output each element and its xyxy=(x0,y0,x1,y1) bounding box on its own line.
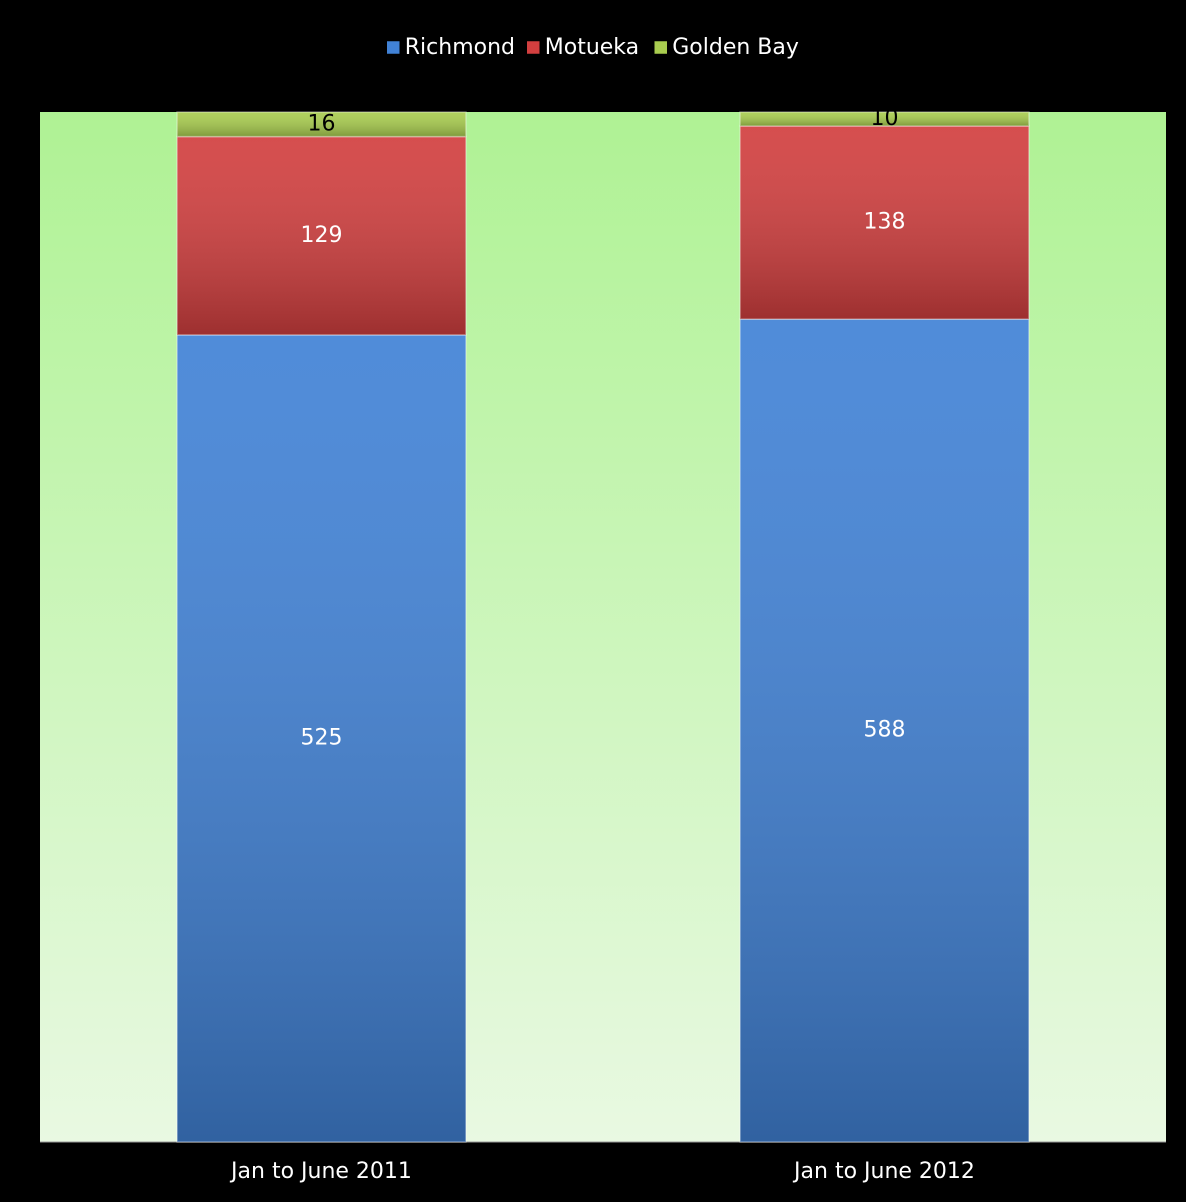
data-label: 588 xyxy=(864,718,906,743)
data-label: 16 xyxy=(308,111,336,136)
bar-shading xyxy=(739,318,1030,1143)
legend-swatch xyxy=(654,40,668,55)
x-tick-label: Jan to June 2011 xyxy=(229,1159,412,1184)
data-label: 129 xyxy=(301,223,343,248)
legend-label: Golden Bay xyxy=(672,35,799,60)
bar-shading xyxy=(176,135,467,336)
data-label: 138 xyxy=(864,210,906,235)
data-label: 525 xyxy=(301,725,343,750)
legend-swatch xyxy=(386,40,400,55)
x-tick-label: Jan to June 2012 xyxy=(792,1159,975,1184)
legend-label: Richmond xyxy=(405,35,515,60)
bar-shading xyxy=(739,111,1030,127)
legend-label: Motueka xyxy=(545,35,639,60)
legend-swatch xyxy=(526,40,540,55)
bar-shading xyxy=(739,125,1030,320)
data-label: 10 xyxy=(871,106,899,131)
bar-shading xyxy=(176,111,467,138)
